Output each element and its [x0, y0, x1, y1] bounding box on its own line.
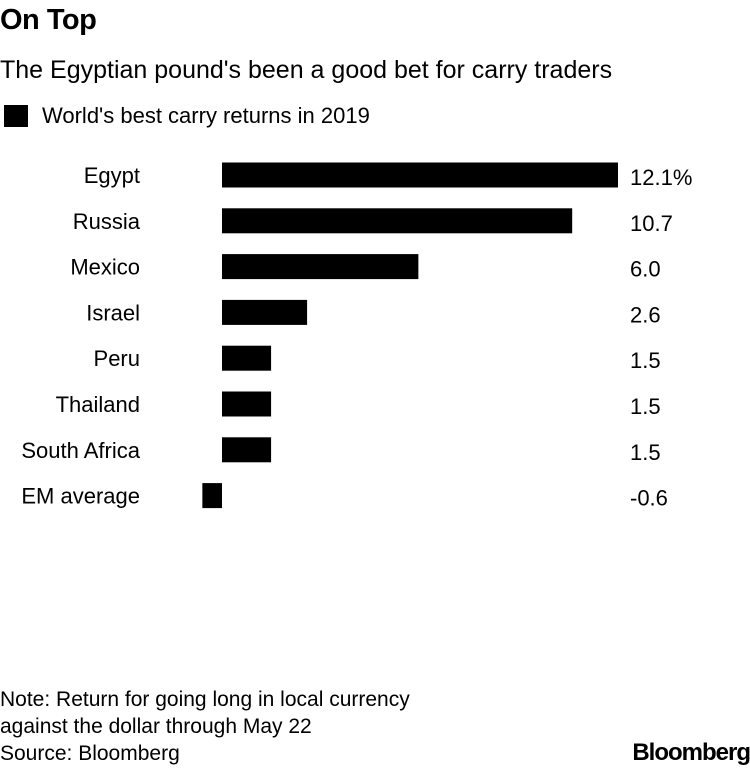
note-line-2: against the dollar through May 22 [0, 715, 312, 738]
bar [222, 254, 419, 280]
value-label: 1.5 [630, 394, 661, 419]
value-label: 10.7 [630, 211, 673, 236]
category-label: Peru [94, 346, 140, 371]
category-label: Russia [73, 209, 141, 234]
bar [222, 299, 308, 325]
category-label: Egypt [84, 163, 140, 188]
category-label: South Africa [21, 438, 140, 463]
bloomberg-logo: Bloomberg [632, 739, 750, 766]
bar [222, 345, 272, 371]
legend-swatch [4, 105, 28, 127]
value-label: -0.6 [630, 486, 668, 511]
bar [222, 208, 573, 234]
category-label: Israel [86, 300, 140, 325]
value-label: 6.0 [630, 257, 661, 282]
bar [222, 437, 272, 463]
legend-label: World's best carry returns in 2019 [42, 103, 370, 128]
source-line: Source: Bloomberg [0, 742, 180, 765]
value-label: 2.6 [630, 302, 661, 327]
value-label: 1.5 [630, 440, 661, 465]
chart-title: On Top [0, 4, 97, 36]
value-label: 1.5 [630, 348, 661, 373]
legend: World's best carry returns in 2019 [4, 103, 370, 129]
chart-subtitle: The Egyptian pound's been a good bet for… [0, 56, 613, 84]
note-line-1: Note: Return for going long in local cur… [0, 688, 410, 711]
value-label: 12.1% [630, 165, 692, 190]
chart-note: Note: Return for going long in local cur… [0, 686, 410, 767]
bar [222, 391, 272, 417]
category-label: EM average [21, 484, 140, 509]
bar [222, 162, 618, 188]
category-label: Mexico [70, 255, 140, 280]
bar-chart: Egypt 12.1% Russia 10.7 Mexico 6.0 Israel 2.6 Pe… [21, 162, 692, 511]
bar [202, 483, 222, 509]
category-label: Thailand [56, 392, 140, 417]
